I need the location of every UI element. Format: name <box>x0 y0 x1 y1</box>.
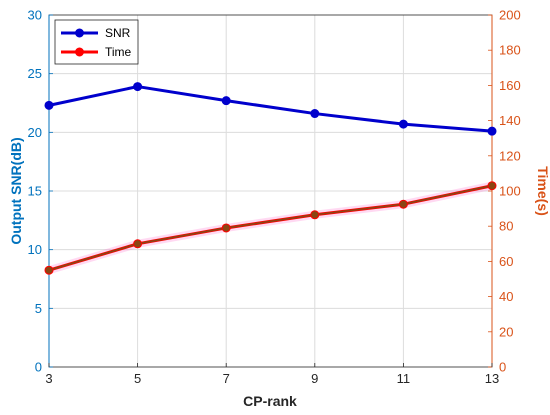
left-tick-label-20: 20 <box>28 125 42 140</box>
right-tick-label-0: 0 <box>499 360 506 375</box>
right-tick-label-40: 40 <box>499 289 513 304</box>
right-axis: 0 20 40 60 80 100 120 140 160 180 200 <box>488 8 521 375</box>
point-time-3 <box>44 265 54 275</box>
point-time-11 <box>398 199 408 209</box>
x-axis: 3 5 7 9 11 13 <box>45 363 499 386</box>
point-time-7 <box>221 223 231 233</box>
x-tick-label-13: 13 <box>485 371 499 386</box>
right-tick-label-20: 20 <box>499 324 513 339</box>
right-axis-title: Time(s) <box>535 166 550 216</box>
point-snr-3 <box>44 100 54 110</box>
point-time-9 <box>310 210 320 220</box>
left-tick-label-15: 15 <box>28 184 42 199</box>
legend-box <box>54 19 139 65</box>
left-tick-label-0: 0 <box>35 360 42 375</box>
series-line-snr <box>48 85 493 133</box>
point-snr-11 <box>398 119 408 129</box>
point-snr-9 <box>310 109 320 119</box>
right-tick-label-160: 160 <box>499 78 521 93</box>
right-tick-label-200: 200 <box>499 8 521 23</box>
grid <box>49 15 492 367</box>
point-time-5 <box>133 239 143 249</box>
x-tick-label-5: 5 <box>134 371 141 386</box>
right-tick-label-60: 60 <box>499 254 513 269</box>
legend-marker-time <box>75 47 84 57</box>
series-layer <box>44 82 497 275</box>
x-tick-label-11: 11 <box>397 371 411 386</box>
x-tick-label-3: 3 <box>45 371 52 386</box>
left-tick-label-25: 25 <box>28 66 42 81</box>
legend-label-snr: SNR <box>105 26 131 40</box>
right-tick-label-80: 80 <box>499 219 513 234</box>
legend-label-time: Time <box>105 45 132 59</box>
series-overlay-time <box>48 184 493 271</box>
legend: SNR Time <box>54 19 139 65</box>
x-axis-title: CP-rank <box>243 393 297 409</box>
left-tick-label-10: 10 <box>28 242 42 257</box>
right-tick-label-180: 180 <box>499 43 521 58</box>
right-tick-label-100: 100 <box>499 184 521 199</box>
point-snr-13 <box>487 126 497 136</box>
point-time-13 <box>487 181 497 191</box>
right-tick-label-120: 120 <box>499 148 521 163</box>
left-tick-label-5: 5 <box>35 301 42 316</box>
point-snr-5 <box>133 82 143 92</box>
x-tick-label-7: 7 <box>223 371 230 386</box>
x-tick-label-9: 9 <box>311 371 318 386</box>
left-tick-label-30: 30 <box>28 8 42 23</box>
right-tick-label-140: 140 <box>499 113 521 128</box>
left-axis: 0 5 10 15 20 25 30 <box>28 8 53 375</box>
point-snr-7 <box>221 96 231 106</box>
legend-marker-snr <box>75 28 84 38</box>
left-axis-title: Output SNR(dB) <box>8 137 24 244</box>
